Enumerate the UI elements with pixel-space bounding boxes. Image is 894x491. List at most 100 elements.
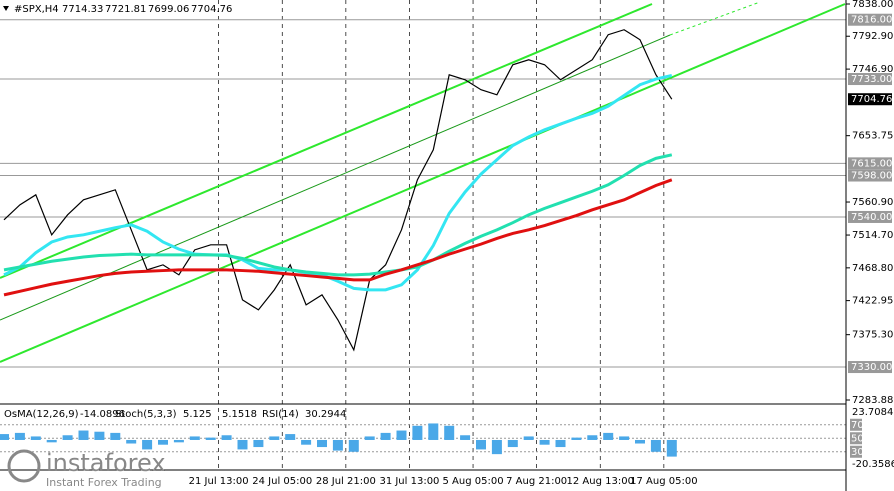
- osma-bar: [476, 439, 486, 450]
- symbol: #SPX,H4: [14, 4, 59, 15]
- y-tick-label: 7375.30: [852, 330, 893, 341]
- x-tick-label: 31 Jul 13:00: [379, 476, 439, 487]
- logo-tagline: Instant Forex Trading: [46, 476, 162, 489]
- osma-bar: [221, 435, 232, 440]
- moving-average: [3, 74, 673, 292]
- osma-bar: [205, 437, 216, 440]
- level-label: 7733.00: [851, 74, 892, 85]
- level-box: [848, 361, 892, 374]
- rsi-value: 30.2944: [305, 409, 346, 420]
- rsi-box: [850, 432, 862, 445]
- x-tick-label: 24 Jul 05:00: [252, 476, 312, 487]
- osma-bar: [507, 439, 518, 448]
- y-tick-label: 7468.80: [852, 263, 893, 274]
- price-line: [3, 29, 673, 352]
- rsi-tick-label: 70: [851, 420, 864, 431]
- header-icon: [3, 6, 9, 11]
- oscillator-header: OsMA(12,26,9) -14.0896 Stoch(5,3,3) 5.12…: [4, 409, 346, 420]
- y-tick-label: 7422.95: [852, 296, 893, 307]
- osma-bar: [173, 439, 184, 443]
- osma-bar: [14, 432, 25, 440]
- x-tick-label: 21 Jul 13:00: [189, 476, 249, 487]
- x-tick-label: 17 Aug 05:00: [630, 476, 697, 487]
- level-label: 7540.00: [851, 212, 892, 223]
- level-box: [848, 13, 892, 26]
- osma-bar: [62, 435, 73, 440]
- moving-average: [3, 178, 673, 297]
- logo-icon: [7, 449, 41, 483]
- osma-bar: [603, 432, 614, 440]
- x-tick-label: 5 Aug 05:00: [443, 476, 504, 487]
- level-label: 7816.00: [851, 15, 892, 26]
- osma-bar: [619, 436, 630, 440]
- logo: instaforex Instant Forex Trading: [7, 449, 166, 489]
- osma-bar: [555, 439, 566, 448]
- rsi-label: RSI(14): [262, 409, 299, 420]
- osma-value: -14.0896: [80, 409, 125, 420]
- osma-bar: [460, 435, 471, 440]
- rsi-tick-label: 50: [851, 433, 864, 444]
- stoch-label: Stoch(5,3,3): [115, 409, 177, 420]
- price-label: 7704.76: [851, 94, 892, 105]
- osma-bar: [253, 439, 264, 448]
- osc-tick-label: -20.3586: [852, 459, 894, 470]
- channel-extension: [669, 1, 761, 36]
- osma-bar: [571, 437, 582, 440]
- osma-bar: [30, 436, 41, 440]
- x-tick-label: 7 Aug 21:00: [506, 476, 567, 487]
- level-box: [848, 210, 892, 223]
- osma-bar: [364, 436, 375, 440]
- open: 7714.33: [62, 4, 103, 15]
- header: #SPX,H4 7714.33 7721.81 7699.06 7704.76: [3, 4, 232, 15]
- y-tick-label: 7283.88: [852, 395, 893, 406]
- level-box: [848, 157, 892, 170]
- x-tick-label: 28 Jul 21:00: [316, 476, 376, 487]
- level-label: 7330.00: [851, 362, 892, 373]
- osma-bar: [189, 436, 200, 440]
- osma-bar: [301, 439, 312, 445]
- price-box: [848, 93, 892, 106]
- moving-average: [3, 153, 673, 277]
- close: 7704.76: [191, 4, 232, 15]
- y-tick-label: 7514.70: [852, 230, 893, 241]
- y-tick-label: 7653.75: [852, 131, 893, 142]
- osma-bar: [269, 436, 280, 440]
- logo-name: instaforex: [46, 449, 166, 477]
- osma-bar: [523, 436, 534, 440]
- osma-bar: [142, 439, 153, 450]
- x-tick-label: 12 Aug 13:00: [567, 476, 634, 487]
- plot: [0, 29, 677, 457]
- osma-bar: [0, 434, 9, 440]
- osma-bar: [666, 439, 677, 457]
- osma-bar: [587, 435, 598, 440]
- channel-line: [0, 3, 846, 363]
- osma-bar: [491, 439, 502, 455]
- rsi-tick-label: 30: [851, 447, 864, 458]
- osma-bar: [237, 439, 248, 450]
- osma-bar: [78, 430, 89, 440]
- high: 7721.81: [105, 4, 146, 15]
- osma-bar: [444, 425, 455, 440]
- y-tick-label: 7838.00: [852, 0, 893, 10]
- y-tick-label: 7792.90: [852, 31, 893, 42]
- osma-bar: [650, 439, 661, 452]
- osma-bar: [412, 425, 423, 440]
- channel-line: [0, 3, 653, 279]
- low: 7699.06: [148, 4, 189, 15]
- rsi-box: [850, 418, 862, 431]
- stoch-value: 5.125: [183, 409, 212, 420]
- osc-tick-label: 23.7084: [852, 407, 893, 418]
- stoch-value: 5.1518: [222, 409, 257, 420]
- osma-label: OsMA(12,26,9): [4, 409, 79, 420]
- osma-bar: [285, 434, 296, 440]
- y-tick-label: 7560.90: [852, 197, 893, 208]
- osma-bar: [332, 439, 343, 451]
- osma-bar: [539, 439, 550, 445]
- osma-bar: [380, 432, 391, 440]
- osma-bar: [46, 439, 57, 443]
- grid: [0, 0, 846, 470]
- osma-bar: [110, 432, 121, 440]
- osma-bar: [348, 439, 359, 452]
